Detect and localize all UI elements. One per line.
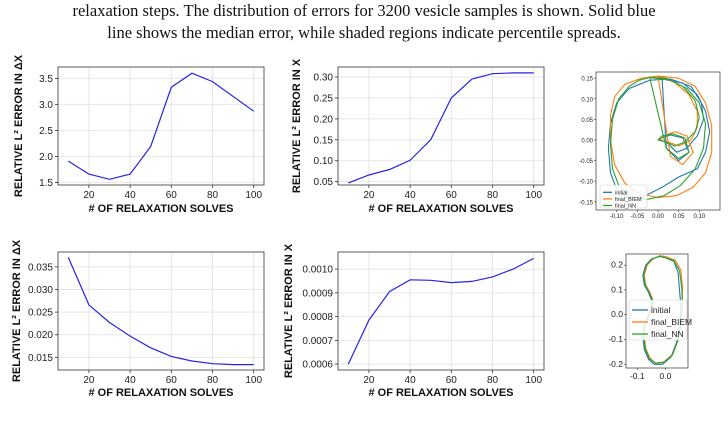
y-tick-label: -0.05 [579,159,593,165]
x-tick-label: 20 [363,375,375,386]
x-tick-label: 0.00 [652,214,664,220]
y-axis-label: RELATIVE L² ERROR IN X [283,243,295,378]
caption-line-2: line shows the median error, while shade… [107,23,621,42]
x-tick-label: 0.10 [693,214,705,220]
y-tick-label: 3.5 [39,74,53,85]
x-tick-label: 40 [125,375,137,386]
plot-frame [57,251,265,371]
error-chart-4: 0.0006 0.0007 0.0008 0.0009 0.0010 20 40 60 80 10… [283,243,545,399]
median-error-line [347,257,534,365]
y-tick-label: 0.10 [314,156,334,167]
median-error-line [67,257,254,366]
x-axis-label: # OF RELAXATION SOLVES [88,203,233,215]
legend-label: final_NN [615,204,636,210]
x-tick-label: 100 [525,190,542,201]
x-tick-label: -0.10 [610,214,624,220]
legend-label: initial [651,305,670,315]
legend-box [599,184,648,209]
shape-panel-2: 0.2 0.1 0.0 -0.1 -0.2 -0.1 0.0 initial final_BIE… [608,253,692,381]
y-tick-label: 0.0007 [302,336,333,347]
x-tick-label: 60 [446,190,458,201]
legend-label: initial [615,190,628,196]
error-chart-2: 0.05 0.10 0.15 0.20 0.25 0.30 20 40 60 80 100 # OF … [291,58,545,215]
y-tick-label: 0.10 [581,97,593,103]
x-tick-label: 20 [363,190,375,201]
y-tick-label: 0.05 [581,118,593,124]
x-tick-label: 100 [245,190,262,201]
x-tick-label: 80 [207,190,219,201]
y-axis-label: RELATIVE L² ERROR IN ΔX [11,239,23,382]
y-tick-label: 1.5 [39,178,53,189]
y-tick-label: 0.0010 [302,265,333,276]
x-tick-label: 60 [446,375,458,386]
y-tick-label: 0.035 [28,262,53,273]
x-tick-label: 60 [166,375,178,386]
y-tick-label: 0.020 [28,330,53,341]
x-tick-label: 0.0 [660,371,672,381]
y-tick-label: -0.1 [608,334,623,344]
x-tick-label: -0.1 [630,371,645,381]
y-tick-label: 0.015 [28,353,53,364]
shape-initial-line [607,78,711,199]
x-tick-label: 80 [487,375,499,386]
y-tick-label: 3.0 [39,100,53,111]
caption-line-1: relaxation steps. The distribution of er… [72,1,656,20]
y-tick-label: 0.2 [611,260,623,270]
x-axis-label: # OF RELAXATION SOLVES [368,203,513,215]
x-axis-label: # OF RELAXATION SOLVES [88,387,233,399]
shape-legend: initial final_BIEM final_NN [628,299,692,341]
x-tick-label: 100 [525,375,542,386]
error-chart-3: 0.015 0.020 0.025 0.030 0.035 20 40 60 80 100 # OF… [11,239,265,399]
x-tick-label: 20 [83,190,95,201]
y-tick-label: -0.2 [608,359,623,369]
legend-label: final_NN [651,329,684,339]
y-tick-label: 0.0 [611,309,623,319]
x-tick-label: 20 [83,375,95,386]
y-tick-label: 0.15 [581,77,593,83]
x-tick-label: 100 [245,375,262,386]
plot-frame [337,66,545,186]
median-error-line [67,72,255,180]
y-tick-label: 0.025 [28,308,53,319]
plot-frame [337,251,545,371]
y-tick-label: 0.20 [314,114,334,125]
y-tick-label: 0.15 [314,135,334,146]
x-tick-label: 0.05 [673,214,685,220]
legend-label: final_BIEM [615,197,642,203]
legend-label: final_BIEM [651,317,692,327]
x-tick-label: -0.05 [630,214,644,220]
y-tick-label: 0.30 [314,73,334,84]
error-chart-1: 1.5 2.0 2.5 3.0 3.5 20 40 60 80 100 # OF RELAXATIO… [13,54,265,215]
shape-final-NN-line [609,76,707,201]
median-error-line [348,72,534,184]
y-tick-label: 0.0009 [302,288,333,299]
shape-panel-1: 0.15 0.10 0.05 0.00 -0.05 -0.10 -0.15 -0.10 -0.0… [579,71,721,220]
y-tick-label: 0.030 [28,285,53,296]
y-tick-label: 0.0008 [302,312,333,323]
y-tick-label: 2.5 [39,126,53,137]
y-tick-label: 0.05 [314,177,334,188]
y-tick-label: 2.0 [39,152,53,163]
x-tick-label: 40 [405,190,417,201]
figure-caption: relaxation steps. The distribution of er… [0,0,728,44]
plot-frame [57,66,265,186]
x-tick-label: 80 [207,375,219,386]
y-tick-label: -0.15 [579,200,593,206]
y-axis-label: RELATIVE L² ERROR IN ΔX [13,54,25,197]
x-tick-label: 60 [166,190,178,201]
y-tick-label: 0.0006 [302,360,333,371]
y-tick-label: -0.10 [579,180,593,186]
y-tick-label: 0.25 [314,93,334,104]
x-axis-label: # OF RELAXATION SOLVES [368,387,513,399]
shape-final-BIEM-line [609,75,713,199]
y-axis-label: RELATIVE L² ERROR IN X [291,58,303,193]
y-tick-label: 0.00 [581,138,593,144]
y-tick-label: 0.1 [611,284,623,294]
x-tick-label: 40 [405,375,417,386]
x-tick-label: 80 [487,190,499,201]
x-tick-label: 40 [125,190,137,201]
